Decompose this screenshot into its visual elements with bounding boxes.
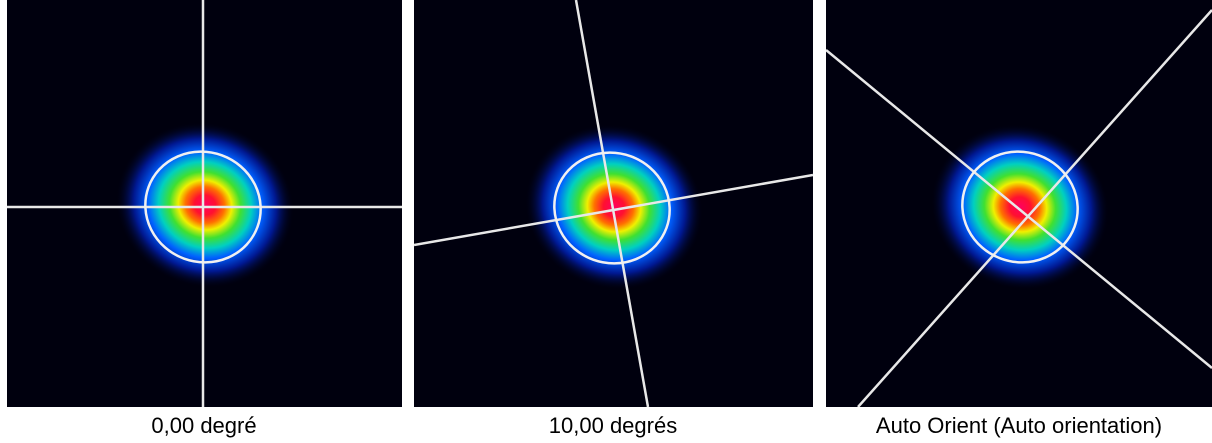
crosshair bbox=[826, 49, 1212, 369]
beam bbox=[524, 124, 704, 290]
beam bbox=[115, 122, 295, 288]
crosshair bbox=[857, 9, 1212, 407]
ellipse bbox=[144, 150, 262, 264]
panel-2 bbox=[414, 0, 813, 407]
panel-3 bbox=[826, 0, 1212, 407]
caption: 10,00 degrés bbox=[549, 413, 677, 438]
ellipse bbox=[553, 151, 671, 265]
ellipse bbox=[961, 150, 1079, 264]
panel-1 bbox=[7, 0, 402, 407]
crosshair bbox=[574, 0, 650, 407]
caption: 0,00 degré bbox=[151, 413, 256, 438]
caption: Auto Orient (Auto orientation) bbox=[876, 413, 1162, 438]
beam bbox=[930, 124, 1110, 290]
